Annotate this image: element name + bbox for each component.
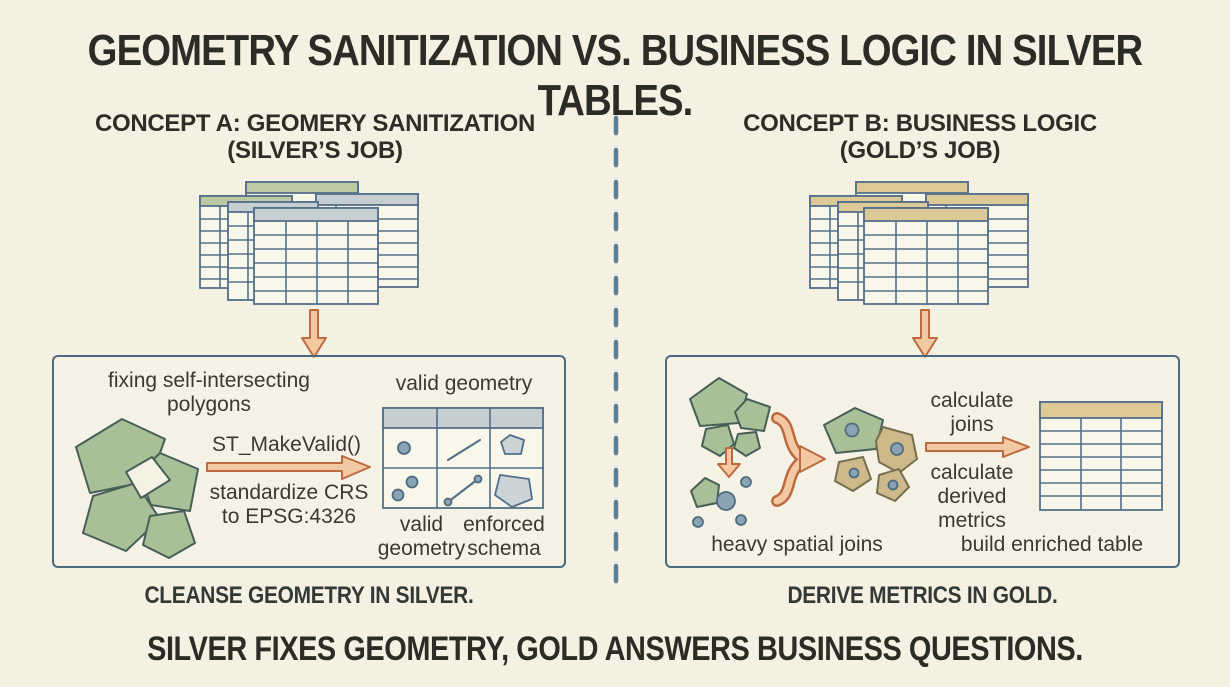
valid-geometry-title: valid geometry (395, 372, 533, 395)
concept-a-heading-line1: CONCEPT A: GEOMERY SANITIZATION (94, 110, 536, 137)
down-arrow-icon (912, 309, 938, 358)
heavy-spatial-joins-label: heavy spatial joins (711, 533, 883, 556)
valid-geometry-table-icon (382, 407, 544, 509)
build-enriched-table-label: build enriched table (960, 533, 1144, 556)
enriched-table-icon (1039, 401, 1163, 511)
self-intersecting-polygons-icon (75, 418, 199, 559)
standardize-crs-label: standardize CRS to EPSG:4326 (209, 481, 369, 528)
source-tables-stack-icon (199, 181, 419, 305)
st-makevalid-label: ST_MakeValid() (212, 433, 361, 456)
concept-a-caption: CLEANSE GEOMETRY IN SILVER. (144, 582, 474, 609)
concept-a-panel: fixing self-intersecting polygons ST_Mak… (52, 355, 566, 568)
calculate-joins-label: calculate joins (930, 389, 1014, 436)
concept-b-panel: calculate joins calculate derived metric… (665, 355, 1180, 568)
page-title-text: GEOMETRY SANITIZATION VS. BUSINESS LOGIC… (87, 26, 1144, 125)
concept-a-heading: CONCEPT A: GEOMERY SANITIZATION (SILVER’… (55, 110, 575, 164)
joined-polygons-icon (823, 407, 918, 502)
footer-tagline-wrap: SILVER FIXES GEOMETRY, GOLD ANSWERS BUSI… (0, 630, 1230, 669)
footer-tagline: SILVER FIXES GEOMETRY, GOLD ANSWERS BUSI… (147, 630, 1083, 668)
merge-arrow-icon (771, 412, 826, 507)
concept-b-caption: DERIVE METRICS IN GOLD. (787, 582, 1058, 609)
enforced-schema-col-label: enforced schema (463, 513, 545, 560)
points-cluster-icon (690, 476, 752, 528)
right-arrow-icon (925, 436, 1030, 458)
concept-a-heading-line2: (SILVER’S JOB) (227, 137, 403, 164)
gold-source-tables-stack-icon (809, 181, 1029, 305)
fixing-polygons-label: fixing self-intersecting polygons (108, 369, 310, 416)
table-front (863, 207, 989, 305)
page-title: GEOMETRY SANITIZATION VS. BUSINESS LOGIC… (0, 26, 1230, 126)
concept-a-caption-wrap: CLEANSE GEOMETRY IN SILVER. (52, 582, 566, 610)
dashed-divider (613, 115, 619, 601)
calculate-metrics-label: calculate derived metrics (930, 461, 1014, 532)
right-arrow-icon (206, 455, 371, 480)
down-arrow-icon (301, 309, 327, 358)
polygon-cluster-icon (689, 377, 771, 457)
concept-b-caption-wrap: DERIVE METRICS IN GOLD. (665, 582, 1180, 610)
concept-b-heading: CONCEPT B: BUSINESS LOGIC (GOLD’S JOB) (660, 110, 1180, 164)
concept-b-heading-line1: CONCEPT B: BUSINESS LOGIC (743, 110, 1097, 137)
valid-geometry-col-label: valid geometry (377, 513, 466, 560)
small-down-arrow-icon (717, 447, 741, 478)
concept-b-heading-line2: (GOLD’S JOB) (839, 137, 1001, 164)
table-front (253, 207, 379, 305)
